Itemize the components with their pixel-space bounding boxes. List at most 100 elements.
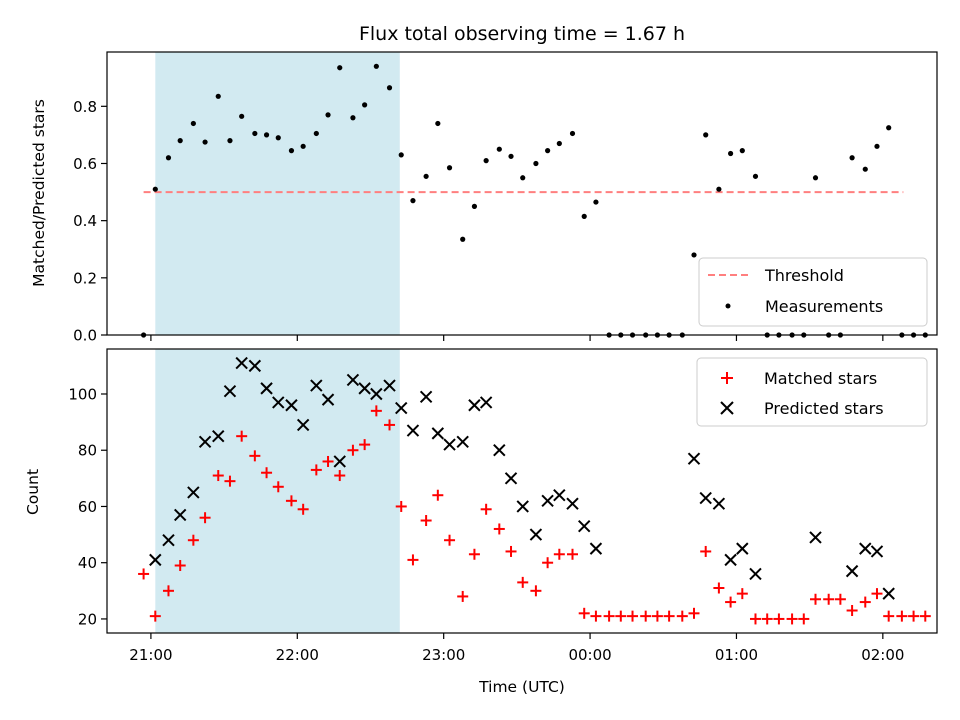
measurement-point [325, 112, 331, 118]
x-tick-label: 22:00 [276, 646, 319, 664]
predicted-star-stroke [870, 545, 884, 558]
predicted-star-stroke [406, 424, 420, 437]
predicted-star-stroke [566, 497, 579, 510]
ratio-y-axis-label: Matched/Predicted stars [30, 99, 48, 287]
legend-threshold-label: Threshold [764, 266, 844, 285]
measurement-point [545, 148, 551, 154]
measurement-point [373, 63, 379, 69]
predicted-star-point [419, 390, 433, 404]
predicted-star-stroke [248, 359, 262, 373]
matched-star-point [749, 613, 761, 625]
predicted-star-stroke [419, 390, 433, 404]
predicted-star-stroke [162, 534, 175, 547]
x-tick-label: 01:00 [715, 646, 758, 664]
measurement-point [752, 173, 759, 179]
measurement-point [350, 115, 356, 121]
measurement-point [703, 132, 709, 138]
predicted-star-point [479, 396, 493, 409]
matched-star-point [761, 613, 773, 625]
measurement-point [496, 146, 502, 152]
measurement-point [313, 130, 319, 137]
measurement-point [716, 186, 722, 192]
predicted-star-point [845, 564, 859, 578]
predicted-star-point [248, 359, 262, 373]
count-legend-box [696, 357, 928, 427]
matched-star-point [883, 610, 895, 622]
ratio-y-tick-label: 0.6 [73, 155, 97, 173]
count-panel: 20 40 60 80 100 21:00 22:00 23:00 00:00 01:00 02:… [24, 348, 938, 696]
measurement-point [435, 120, 441, 127]
predicted-star-stroke [296, 418, 310, 432]
predicted-star-stroke [223, 384, 237, 398]
legend-measurements-label: Measurements [765, 297, 883, 316]
measurement-point [483, 158, 489, 164]
matched-star-point [578, 607, 590, 619]
predicted-star-point [589, 542, 603, 555]
ratio-panel-frame [106, 51, 938, 336]
measurement-point [252, 130, 258, 137]
x-tick-label: 00:00 [568, 646, 611, 664]
measurement-point [593, 199, 599, 205]
ratio-legend-box [698, 257, 928, 327]
matched-star-point [310, 464, 322, 476]
predicted-star-point [395, 401, 408, 415]
predicted-star-point [370, 387, 383, 401]
measurement-point [581, 213, 587, 219]
matched-star-point [249, 450, 261, 462]
matched-star-point [823, 593, 835, 605]
ratio-y-tick-label: 0.4 [73, 212, 97, 230]
matched-star-point [493, 523, 505, 535]
matched-star-point [700, 545, 712, 557]
matched-star-point [517, 576, 529, 588]
matched-star-point [199, 512, 211, 524]
count-y-tick-label: 60 [78, 498, 97, 516]
predicted-star-point [736, 542, 749, 555]
measurement-point [691, 252, 697, 258]
matched-star-point [908, 610, 920, 622]
matched-star-point [359, 439, 371, 451]
predicted-star-point [223, 384, 237, 398]
matched-star-point [505, 545, 517, 557]
predicted-star-point [333, 455, 346, 468]
predicted-star-point [212, 429, 225, 443]
legend-predicted-swatch [720, 401, 734, 415]
measurement-points [140, 63, 928, 338]
matched-star-point [627, 610, 639, 622]
x-tick-label: 21:00 [129, 646, 172, 664]
predicted-star-stroke [516, 500, 529, 513]
measurement-point [362, 102, 368, 108]
measurement-point [569, 130, 576, 137]
predicted-star-point [516, 500, 529, 513]
matched-star-point [859, 596, 871, 608]
predicted-star-stroke [431, 427, 445, 440]
predicted-star-stroke [260, 382, 273, 395]
matched-star-point [603, 610, 615, 622]
measurement-point [215, 93, 221, 99]
measurement-point [739, 148, 745, 154]
chart-title: Flux total observing time = 1.67 h [359, 23, 685, 45]
measurement-point [874, 143, 880, 149]
predicted-star-stroke [212, 429, 225, 443]
ratio-y-tick-label: 0.0 [73, 327, 97, 345]
predicted-star-stroke [553, 489, 566, 502]
measurement-point [190, 120, 196, 127]
predicted-star-point [383, 379, 396, 392]
matched-star-point [224, 475, 236, 487]
predicted-star-point [468, 399, 481, 412]
matched-star-point [834, 593, 846, 605]
predicted-star-point [578, 519, 591, 533]
predicted-star-stroke [529, 528, 543, 541]
matched-star-point [736, 588, 748, 600]
predicted-star-point [859, 542, 872, 555]
predicted-star-point [149, 553, 162, 567]
measurement-point [386, 85, 393, 91]
measurement-point [471, 203, 478, 209]
matched-star-point [370, 405, 382, 417]
predicted-star-stroke [272, 396, 285, 409]
predicted-star-point [431, 427, 445, 440]
matched-star-point [272, 481, 284, 493]
matched-star-point [384, 419, 396, 431]
ratio-x-axis-ticks [150, 335, 884, 341]
matched-star-point [395, 500, 407, 512]
matched-star-point [676, 610, 688, 622]
